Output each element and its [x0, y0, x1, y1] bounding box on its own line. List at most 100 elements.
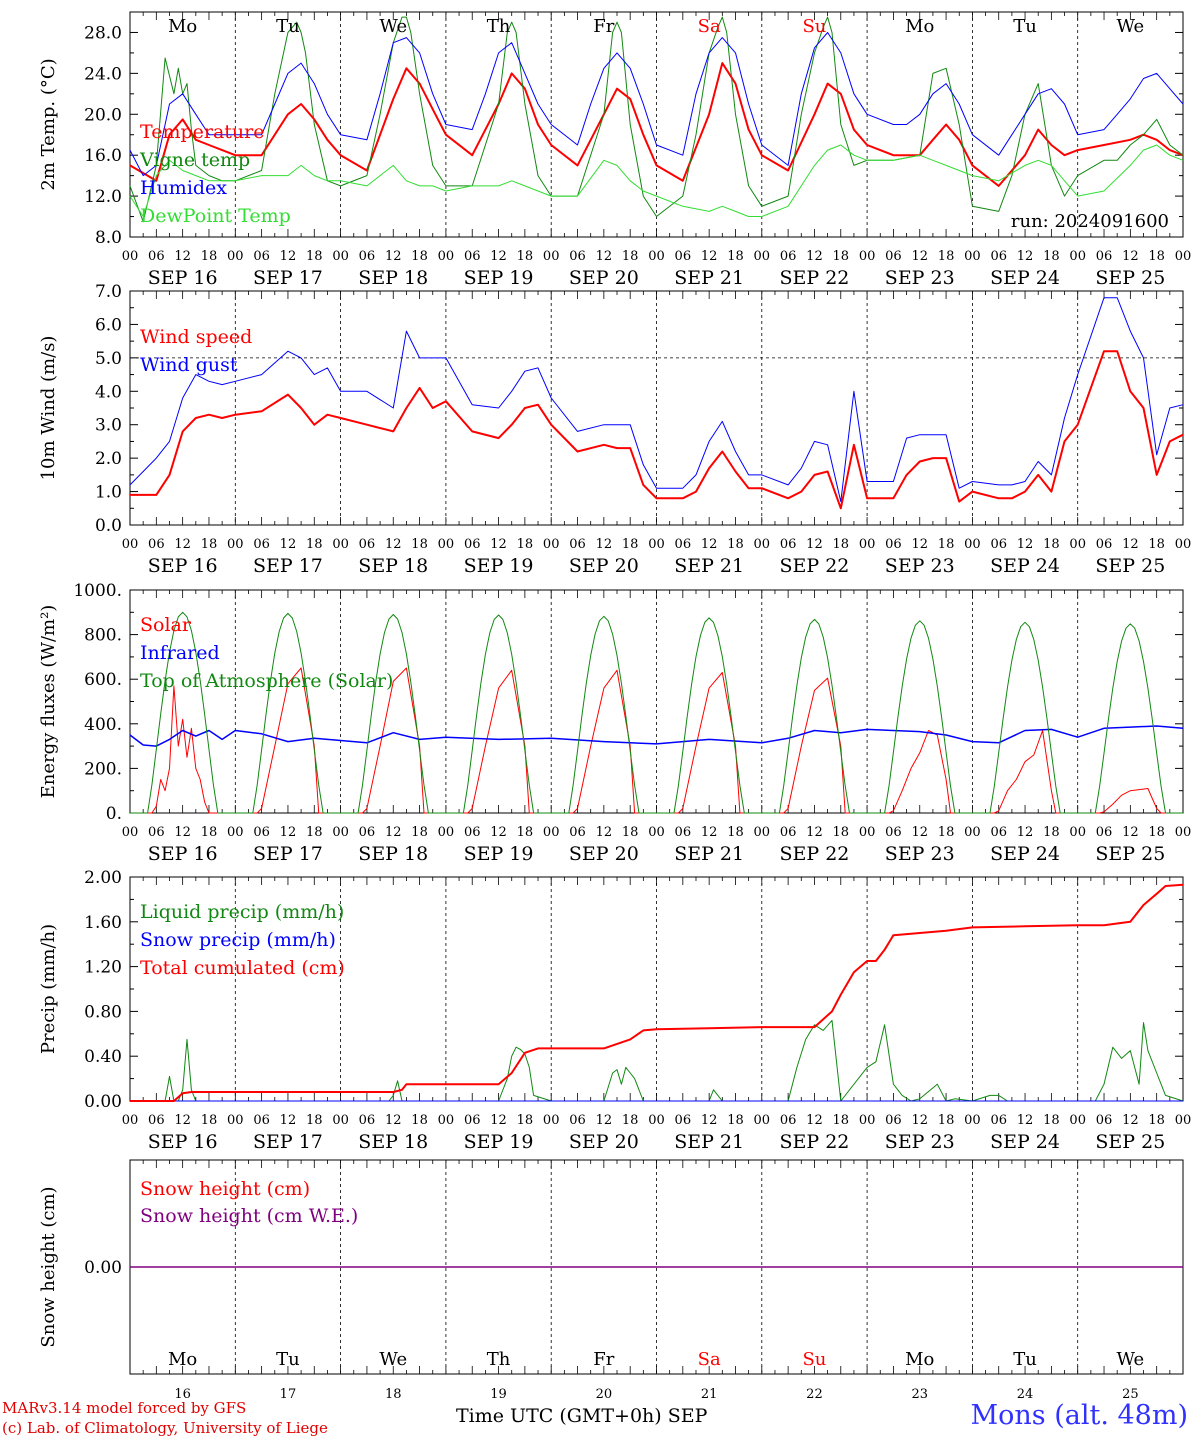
hour-label: 06 — [253, 537, 270, 552]
weekday-label: Tu — [276, 16, 300, 37]
hour-label: 12 — [911, 1113, 928, 1128]
hour-label: 18 — [622, 1113, 639, 1128]
hour-label: 06 — [675, 537, 692, 552]
y-tick-label: 16.0 — [84, 146, 122, 166]
hour-label: 18 — [1148, 537, 1165, 552]
y-tick-label: 0.00 — [84, 1258, 122, 1278]
weekday-label: Tu — [1013, 16, 1037, 37]
hour-label: 18 — [201, 1113, 218, 1128]
date-label: SEP 21 — [674, 555, 744, 577]
panel-precip: 0.00 0.40 0.80 1.20 1.60 2.00 Precip (mm/h) Liq… — [38, 868, 1191, 1153]
y-tick-label: 200. — [84, 759, 122, 779]
hour-label: 12 — [1017, 249, 1034, 264]
hour-label: 18 — [727, 537, 744, 552]
hour-label: 12 — [806, 249, 823, 264]
panel-frame — [129, 589, 1184, 814]
y-tick-label: 0.80 — [84, 1002, 122, 1022]
hour-label: 18 — [938, 537, 955, 552]
y-tick-label: 0. — [106, 804, 122, 824]
hour-label: 00 — [964, 1113, 981, 1128]
date-label: SEP 18 — [358, 843, 428, 865]
date-label: SEP 17 — [253, 843, 323, 865]
panel-wind: 0.0 1.0 2.0 3.0 4.0 5.0 6.0 7.0 10m Wind (m/s) Wi… — [38, 282, 1191, 577]
date-label: SEP 24 — [990, 267, 1060, 289]
hour-label: 06 — [569, 249, 586, 264]
hour-label: 00 — [122, 825, 139, 840]
date-label: SEP 24 — [990, 555, 1060, 577]
date-label: SEP 18 — [358, 555, 428, 577]
panel-temp: 8.0 12.0 16.0 20.0 24.0 28.0 2m Temp. (°C) Temp… — [38, 11, 1192, 289]
hour-label: 00 — [227, 249, 244, 264]
y-tick-label: 24.0 — [84, 64, 122, 84]
y-axis-label: Snow height (cm) — [38, 1186, 59, 1347]
panel-snow: 0.00 Snow height (cm) Snow height (cm) Snow… — [38, 1159, 1184, 1402]
hour-label: 12 — [1017, 1113, 1034, 1128]
y-tick-label: 2.00 — [84, 868, 122, 888]
y-tick-label: 1.60 — [84, 913, 122, 933]
hour-label: 18 — [1148, 1113, 1165, 1128]
hour-label: 18 — [622, 249, 639, 264]
hour-label: 12 — [174, 825, 191, 840]
weekday-label: Mo — [168, 1349, 197, 1370]
series-line — [129, 62, 1184, 187]
y-tick-label: 400. — [84, 715, 122, 735]
time-axis-label: Time UTC (GMT+0h) SEP — [456, 1405, 708, 1427]
weekday-label: Tu — [276, 1349, 300, 1370]
weekday-label: Mo — [905, 1349, 934, 1370]
y-tick-label: 1.20 — [84, 958, 122, 978]
hour-label: 00 — [438, 825, 455, 840]
hour-label: 12 — [806, 1113, 823, 1128]
day-number-label: 19 — [490, 1387, 507, 1402]
hour-label: 06 — [464, 1113, 481, 1128]
hour-label: 06 — [1096, 825, 1113, 840]
hour-label: 06 — [780, 825, 797, 840]
hour-label: 00 — [1069, 1113, 1086, 1128]
series-line — [129, 32, 1184, 177]
date-label: SEP 20 — [569, 1131, 639, 1153]
legend-entry: Solar — [140, 614, 192, 636]
hour-label: 06 — [675, 825, 692, 840]
date-label: SEP 23 — [885, 843, 955, 865]
hour-label: 12 — [490, 249, 507, 264]
hour-label: 00 — [648, 537, 665, 552]
date-label: SEP 22 — [780, 555, 850, 577]
weekday-label: Su — [802, 1349, 826, 1370]
hour-label: 18 — [201, 825, 218, 840]
hour-label: 12 — [596, 249, 613, 264]
date-label: SEP 18 — [358, 267, 428, 289]
series-line — [130, 883, 1184, 1102]
hour-label: 00 — [122, 249, 139, 264]
legend-entry: Wind gust — [140, 354, 238, 376]
legend-entry: Humidex — [140, 177, 227, 199]
hour-label: 18 — [201, 249, 218, 264]
hour-label: 12 — [596, 825, 613, 840]
hour-label: 18 — [1148, 249, 1165, 264]
hour-label: 00 — [1175, 249, 1192, 264]
hour-label: 00 — [1069, 825, 1086, 840]
date-label: SEP 20 — [569, 843, 639, 865]
date-label: SEP 25 — [1095, 1131, 1165, 1153]
hour-label: 00 — [648, 825, 665, 840]
date-label: SEP 22 — [780, 267, 850, 289]
hour-label: 12 — [1122, 249, 1139, 264]
hour-label: 06 — [359, 537, 376, 552]
hour-label: 18 — [1043, 249, 1060, 264]
hour-label: 00 — [754, 537, 771, 552]
y-tick-label: 12.0 — [84, 187, 122, 207]
hour-label: 18 — [1043, 537, 1060, 552]
date-label: SEP 21 — [674, 843, 744, 865]
panel-energy: 0. 200. 400. 600. 800. 1000. Energy fluxes (W/… — [38, 581, 1191, 865]
hour-label: 18 — [938, 249, 955, 264]
date-label: SEP 24 — [990, 1131, 1060, 1153]
y-axis-label: Energy fluxes (W/m²) — [38, 605, 59, 799]
weekday-label: Sa — [698, 16, 721, 37]
date-label: SEP 19 — [464, 843, 534, 865]
weekday-label: Fr — [593, 1349, 614, 1370]
legend-entry: Snow precip (mm/h) — [140, 929, 336, 951]
hour-label: 18 — [727, 249, 744, 264]
hour-label: 00 — [964, 537, 981, 552]
hour-label: 06 — [148, 825, 165, 840]
hour-label: 12 — [1122, 537, 1139, 552]
hour-label: 12 — [174, 249, 191, 264]
date-label: SEP 22 — [780, 1131, 850, 1153]
